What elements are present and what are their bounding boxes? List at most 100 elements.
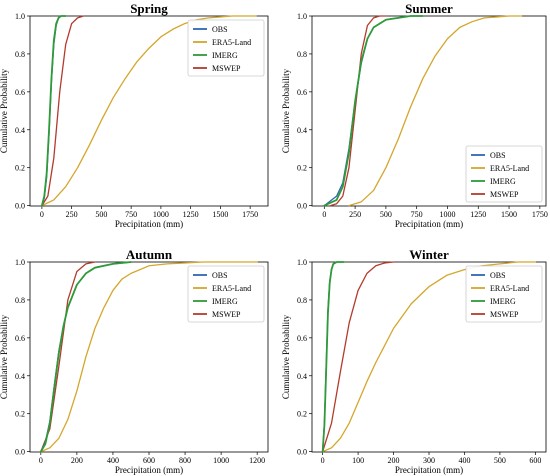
y-axis-label: Cumulative Probability xyxy=(281,68,291,153)
legend-box xyxy=(187,19,265,77)
y-tick-label: 0.0 xyxy=(15,448,25,457)
y-tick-label: 1.0 xyxy=(297,12,307,21)
x-tick-label: 750 xyxy=(125,210,137,219)
x-tick-label: 600 xyxy=(529,456,541,465)
chart-panel-summer: 0.0 0.2 0.4 0.6 0.8 1.0 0 250 500 750 1000 1250 1500… xyxy=(281,1,548,229)
legend-label: MSWEP xyxy=(212,310,241,319)
chart-title: Autumn xyxy=(126,247,173,262)
x-tick-label: 250 xyxy=(66,210,78,219)
y-axis-label: Cumulative Probability xyxy=(281,314,291,399)
x-tick-label: 400 xyxy=(107,456,119,465)
series-line-mswep xyxy=(40,261,96,453)
x-tick-label: 0 xyxy=(39,456,43,465)
y-tick-label: 0.8 xyxy=(15,50,25,59)
series-line-era5-land xyxy=(348,15,523,207)
x-tick-label: 750 xyxy=(411,210,423,219)
y-tick-label: 0.4 xyxy=(15,372,25,381)
y-tick-label: 0.4 xyxy=(15,126,25,135)
x-tick-label: 1200 xyxy=(249,456,265,465)
x-tick-label: 300 xyxy=(423,456,435,465)
legend-label: OBS xyxy=(212,271,228,280)
series-line-era5-land xyxy=(40,261,258,453)
x-tick-label: 500 xyxy=(95,210,107,219)
series-line-imerg xyxy=(41,15,67,207)
x-tick-label: 0 xyxy=(321,456,325,465)
y-tick-label: 0.6 xyxy=(15,88,25,97)
legend-label: MSWEP xyxy=(212,64,241,73)
x-tick-label: 800 xyxy=(179,456,191,465)
y-tick-label: 0.2 xyxy=(297,164,307,173)
chart-title: Winter xyxy=(409,247,449,262)
y-axis-label: Cumulative Probability xyxy=(0,68,9,153)
y-tick-label: 0.6 xyxy=(297,88,307,97)
x-axis-label: Precipitation (mm) xyxy=(395,219,463,229)
x-tick-label: 1250 xyxy=(183,210,199,219)
y-tick-label: 0.6 xyxy=(15,334,25,343)
x-tick-label: 0 xyxy=(322,210,326,219)
legend-box xyxy=(465,145,543,203)
x-tick-label: 1500 xyxy=(212,210,228,219)
y-tick-label: 0.0 xyxy=(297,448,307,457)
legend-label: MSWEP xyxy=(490,310,519,319)
legend-label: MSWEP xyxy=(490,190,519,199)
chart-title: Spring xyxy=(130,1,168,16)
x-tick-label: 100 xyxy=(352,456,364,465)
y-tick-label: 1.0 xyxy=(15,12,25,21)
series-line-mswep xyxy=(321,261,395,453)
legend-box xyxy=(187,265,265,323)
x-tick-label: 1250 xyxy=(470,210,486,219)
x-tick-label: 1000 xyxy=(213,456,229,465)
legend-label: ERA5-Land xyxy=(212,284,251,293)
x-tick-label: 200 xyxy=(388,456,400,465)
x-axis-label: Precipitation (mm) xyxy=(395,465,463,475)
legend: OBS ERA5-Land IMERG MSWEP xyxy=(187,19,265,77)
legend-label: IMERG xyxy=(490,297,516,306)
legend: OBS ERA5-Land IMERG MSWEP xyxy=(465,265,543,323)
chart-panel-autumn: 0.0 0.2 0.4 0.6 0.8 1.0 0 200 400 600 800 1000 1200 A… xyxy=(0,247,269,475)
x-tick-label: 0 xyxy=(40,210,44,219)
y-tick-label: 0.4 xyxy=(297,126,307,135)
chart-title: Summer xyxy=(405,1,453,16)
series-line-era5-land xyxy=(321,261,537,453)
series-line-imerg xyxy=(323,15,424,207)
legend-label: ERA5-Land xyxy=(490,164,529,173)
x-tick-label: 500 xyxy=(494,456,506,465)
legend-label: IMERG xyxy=(212,297,238,306)
x-tick-label: 250 xyxy=(349,210,361,219)
x-axis-label: Precipitation (mm) xyxy=(115,219,183,229)
x-tick-label: 1750 xyxy=(242,210,258,219)
chart-panel-winter: 0.0 0.2 0.4 0.6 0.8 1.0 0 100 200 300 400 500 600 Win… xyxy=(281,247,547,475)
y-tick-label: 0.2 xyxy=(15,410,25,419)
y-tick-label: 0.8 xyxy=(297,50,307,59)
y-tick-label: 0.0 xyxy=(297,202,307,211)
x-tick-label: 600 xyxy=(143,456,155,465)
x-tick-label: 1500 xyxy=(501,210,517,219)
legend: OBS ERA5-Land IMERG MSWEP xyxy=(465,145,543,203)
y-tick-label: 1.0 xyxy=(297,258,307,267)
y-tick-label: 1.0 xyxy=(15,258,25,267)
series-line-era5-land xyxy=(41,15,257,207)
x-tick-label: 500 xyxy=(380,210,392,219)
series-line-imerg xyxy=(321,261,345,453)
legend-label: ERA5-Land xyxy=(212,38,251,47)
y-tick-label: 0.4 xyxy=(297,372,307,381)
legend-label: IMERG xyxy=(212,51,238,60)
y-tick-label: 0.2 xyxy=(297,410,307,419)
y-tick-label: 0.2 xyxy=(15,164,25,173)
x-tick-label: 1750 xyxy=(532,210,548,219)
y-tick-label: 0.0 xyxy=(15,202,25,211)
legend-box xyxy=(465,265,543,323)
x-tick-label: 1000 xyxy=(153,210,169,219)
x-tick-label: 400 xyxy=(458,456,470,465)
legend: OBS ERA5-Land IMERG MSWEP xyxy=(187,265,265,323)
chart-panel-spring: 0.0 0.2 0.4 0.6 0.8 1.0 0 250 500 750 1000 1250 1500… xyxy=(0,1,269,229)
series-line-imerg xyxy=(39,261,132,453)
legend-label: OBS xyxy=(490,271,506,280)
x-axis-label: Precipitation (mm) xyxy=(115,465,183,475)
x-tick-label: 200 xyxy=(71,456,83,465)
legend-label: ERA5-Land xyxy=(490,284,529,293)
legend-label: IMERG xyxy=(490,177,516,186)
y-tick-label: 0.8 xyxy=(15,296,25,305)
y-tick-label: 0.8 xyxy=(297,296,307,305)
